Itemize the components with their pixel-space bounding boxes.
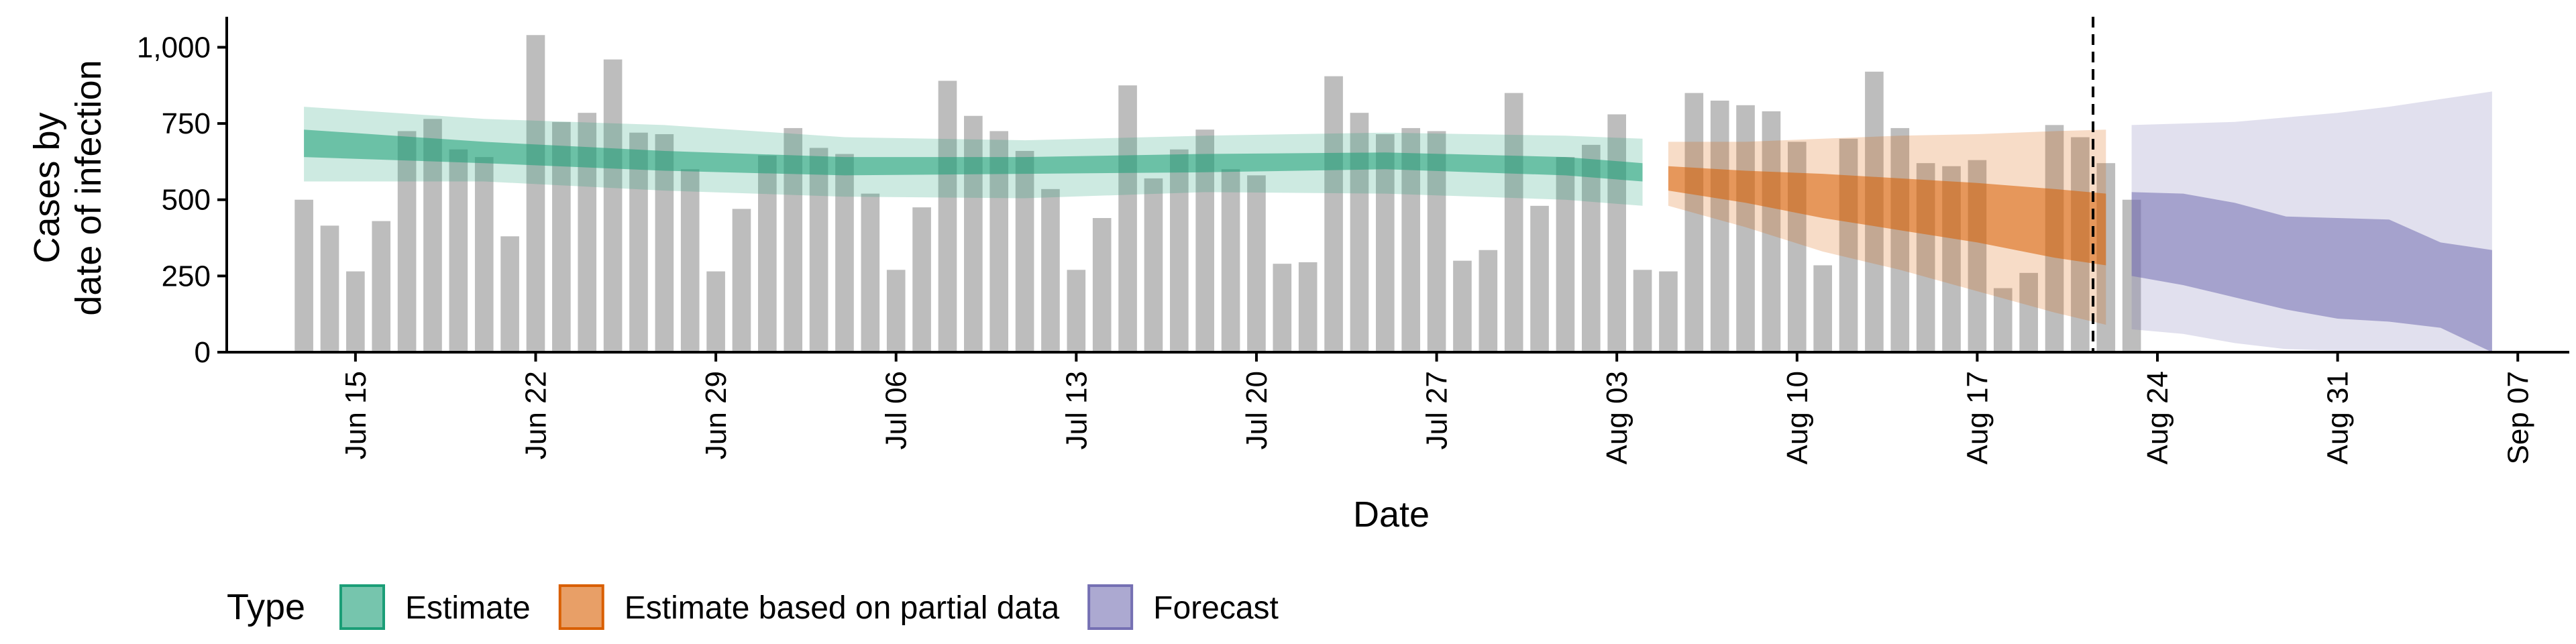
x-tick-label: Jul 13 [1060, 371, 1093, 449]
case-bar [861, 193, 880, 352]
case-bar [1890, 127, 1910, 352]
case-bar [938, 80, 957, 353]
case-bar [1273, 264, 1292, 352]
legend: Type Estimate Estimate based on partial da… [227, 584, 1279, 630]
case-bar [1684, 93, 1704, 353]
axes-layer: 0 250 500 750 1,000 Jun 15 Jun 22 Jun 29 Jul 06 J… [27, 17, 2569, 535]
case-bar [1633, 270, 1652, 352]
case-bar [526, 35, 545, 352]
case-bar [1659, 271, 1678, 352]
case-bar [1762, 111, 1781, 352]
legend-label-forecast: Forecast [1153, 590, 1279, 626]
case-bar [1607, 114, 1626, 353]
x-axis-title: Date [1353, 494, 1430, 535]
case-bar [912, 207, 931, 352]
case-bar [1479, 250, 1498, 352]
case-bar [449, 149, 468, 352]
case-bar [706, 271, 725, 352]
legend-title: Type [227, 587, 305, 627]
case-bar [1556, 157, 1575, 352]
case-bar [1375, 134, 1395, 352]
case-bar [346, 271, 365, 352]
y-tick-label: 250 [162, 260, 211, 292]
x-tick-label: Jul 06 [880, 371, 913, 449]
legend-swatch-estimate [339, 584, 385, 630]
y-axis-title: Cases by [27, 112, 67, 263]
case-bar [320, 225, 339, 352]
forecast-inner-band [2131, 192, 2492, 352]
case-bar [1530, 205, 1549, 352]
legend-swatch-estimate-based-on-partial-data [558, 584, 604, 630]
x-tick-label: Jun 29 [700, 371, 733, 460]
y-axis-title: date of infection [68, 60, 109, 315]
x-tick-label: Jun 22 [519, 371, 552, 460]
estimate-outer-band [304, 107, 1643, 206]
y-tick-label: 750 [162, 107, 211, 140]
x-tick-label: Sep 07 [2502, 371, 2534, 464]
legend-label-estimate-based-on-partial-data: Estimate based on partial data [625, 590, 1060, 626]
case-bar [680, 169, 700, 353]
case-bar [2019, 272, 2038, 352]
x-tick-label: Aug 10 [1781, 371, 1814, 464]
ribbons-layer [304, 91, 2492, 352]
case-bar [1067, 270, 1086, 352]
case-bar [1041, 189, 1060, 352]
case-bar [1118, 85, 1137, 352]
case-bar [1144, 178, 1163, 352]
case-bar [1813, 265, 1832, 352]
case-bar [1324, 76, 1343, 353]
case-bar [474, 157, 494, 352]
case-bar [1170, 149, 1189, 352]
case-bar [1504, 93, 1523, 353]
case-bar [1710, 101, 1729, 352]
x-tick-label: Aug 31 [2322, 371, 2355, 464]
x-tick-label: Jul 20 [1240, 371, 1273, 449]
case-bar [1453, 260, 1472, 352]
case-bar [1221, 169, 1240, 353]
legend-label-estimate: Estimate [405, 590, 531, 626]
legend-swatch-forecast [1087, 584, 1134, 630]
case-bar [835, 154, 854, 352]
case-bar [1247, 175, 1266, 352]
estimate-inner-band [304, 129, 1643, 182]
case-bar [732, 209, 751, 352]
x-tick-label: Aug 17 [1961, 371, 1994, 464]
case-bar [1993, 288, 2012, 352]
case-bar [1581, 144, 1601, 352]
case-bar [758, 155, 777, 352]
case-bar [397, 131, 417, 353]
y-tick-label: 0 [195, 336, 211, 369]
x-tick-label: Aug 24 [2141, 371, 2174, 464]
case-bar [809, 148, 828, 353]
case-bar [372, 221, 391, 352]
case-bar [500, 236, 519, 352]
case-bar [964, 115, 983, 352]
case-bar [1092, 218, 1112, 352]
x-tick-label: Jul 27 [1421, 371, 1454, 449]
case-bar [603, 59, 623, 353]
y-tick-label: 500 [162, 184, 211, 217]
case-bar [1839, 138, 1858, 352]
case-bar [1298, 262, 1318, 352]
x-tick-label: Jun 15 [339, 371, 372, 460]
case-bar [1736, 105, 1755, 352]
case-bar [294, 199, 313, 352]
case-bar [886, 270, 906, 352]
bars-layer [294, 35, 2141, 353]
case-bar [1015, 151, 1034, 352]
estimate-based-on-partial-data-inner-band [1668, 166, 2106, 266]
y-tick-label: 1,000 [137, 31, 211, 64]
x-tick-label: Aug 03 [1601, 371, 1633, 464]
